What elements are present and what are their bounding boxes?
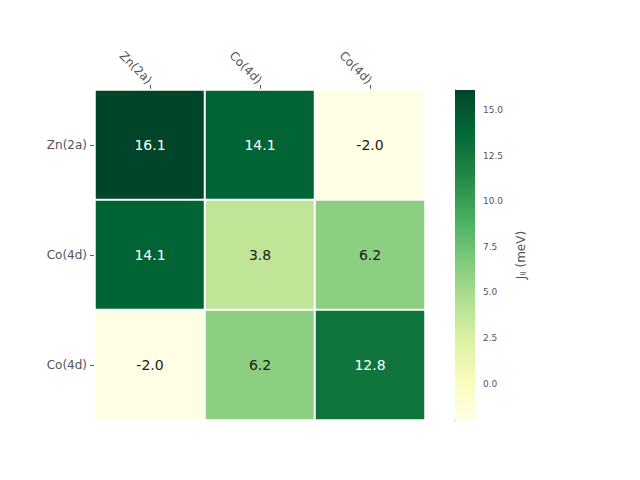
svg-text:2.5: 2.5 (483, 333, 497, 343)
svg-text:7.5: 7.5 (483, 242, 497, 252)
svg-text:12.5: 12.5 (483, 151, 503, 161)
svg-text:6.2: 6.2 (249, 357, 271, 373)
svg-text:-2.0: -2.0 (356, 137, 383, 153)
svg-text:Co(4d): Co(4d) (47, 248, 87, 262)
svg-text:10.0: 10.0 (483, 196, 503, 206)
svg-text:12.8: 12.8 (354, 357, 385, 373)
svg-text:15.0: 15.0 (483, 105, 503, 115)
svg-text:14.1: 14.1 (244, 137, 275, 153)
svg-text:0.0: 0.0 (483, 379, 498, 389)
svg-text:-2.0: -2.0 (136, 357, 163, 373)
svg-text:Co(4d): Co(4d) (337, 49, 375, 87)
svg-text:Zn(2a): Zn(2a) (117, 49, 155, 87)
svg-text:Co(4d): Co(4d) (227, 49, 265, 87)
svg-text:3.8: 3.8 (249, 247, 271, 263)
svg-text:14.1: 14.1 (134, 247, 165, 263)
svg-text:16.1: 16.1 (134, 137, 165, 153)
svg-text:6.2: 6.2 (359, 247, 381, 263)
svg-text:Jᵢⱼ (meV): Jᵢⱼ (meV) (514, 231, 528, 280)
svg-text:Co(4d): Co(4d) (47, 358, 87, 372)
svg-text:5.0: 5.0 (483, 287, 498, 297)
svg-text:Zn(2a): Zn(2a) (47, 138, 87, 152)
